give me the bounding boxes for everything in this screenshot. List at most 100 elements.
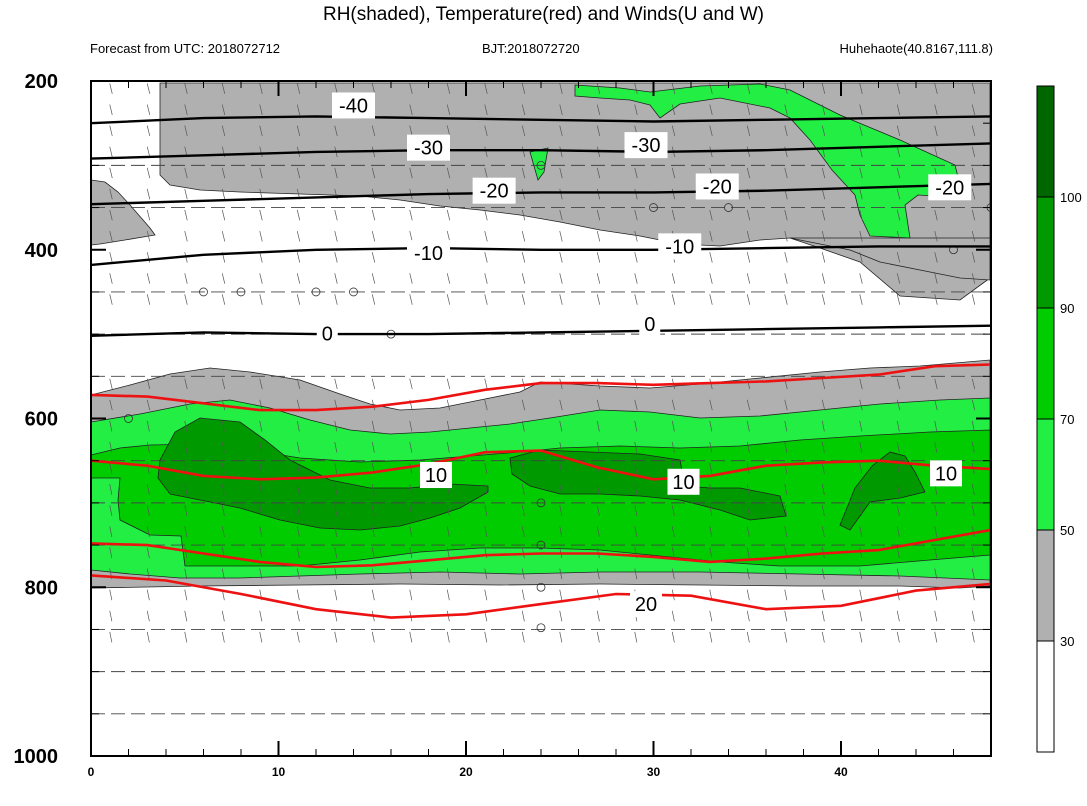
wind-barb (446, 568, 450, 580)
wind-barb (371, 273, 376, 284)
wind-barb (971, 441, 975, 453)
wind-barb (859, 420, 863, 432)
wind-barb (671, 294, 676, 305)
colorbar-box (1036, 85, 1055, 198)
wind-barb (484, 209, 488, 221)
wind-barb (784, 104, 788, 115)
wind-barb (859, 631, 863, 643)
wind-barb (559, 146, 563, 158)
wind-barb (859, 484, 863, 495)
wind-barb (521, 252, 526, 263)
wind-barb (821, 526, 825, 538)
colorbar-box (1036, 529, 1055, 642)
wind-barb (971, 188, 976, 200)
wind-barb (446, 441, 450, 453)
wind-barb (671, 399, 676, 411)
wind-barb (671, 441, 675, 453)
forecast-subtitle: Forecast from UTC: 2018072712 (90, 41, 281, 56)
wind-barb (559, 83, 563, 94)
wind-barb (634, 83, 638, 94)
calm-wind-circle (536, 540, 546, 550)
contour-label: 10 (672, 472, 694, 494)
wind-barb (971, 231, 976, 242)
wind-barb (521, 420, 525, 432)
wind-barb (109, 209, 113, 221)
wind-barb (371, 547, 375, 559)
wind-barb (934, 547, 938, 559)
wind-barb (596, 610, 600, 622)
wind-barb (146, 505, 150, 516)
wind-barb (484, 294, 488, 305)
wind-barb (146, 104, 151, 115)
colorbar-label: 70 (1060, 412, 1074, 427)
contour-label: 0 (322, 323, 333, 345)
wind-barb (521, 526, 525, 538)
contour-label-box (658, 233, 702, 260)
wind-barb (596, 104, 601, 115)
wind-barb (821, 188, 826, 200)
wind-barb (409, 125, 413, 137)
wind-barb (109, 231, 113, 242)
wind-barb (521, 231, 526, 242)
pressure-gridlines (91, 164, 991, 715)
wind-barb (146, 167, 151, 179)
wind-barb (259, 188, 263, 200)
wind-barb (934, 505, 938, 516)
colorbar-label: 50 (1060, 523, 1074, 538)
wind-barb (409, 441, 413, 453)
wind-barb (296, 294, 301, 305)
wind-barb (671, 125, 676, 137)
wind-barb (146, 188, 151, 200)
wind-barb (334, 378, 338, 390)
wind-barb (896, 526, 900, 538)
wind-barb (971, 631, 975, 643)
wind-barb (296, 399, 301, 411)
wind-barb (971, 104, 976, 115)
isotherm-line-15 (91, 528, 991, 569)
wind-barb (146, 83, 151, 94)
wind-barb (859, 441, 863, 453)
wind-barb (971, 125, 976, 137)
wind-barb (521, 294, 526, 305)
wind-barb (446, 231, 451, 242)
wind-barb (446, 378, 451, 390)
isotherm-line-10 (91, 449, 991, 481)
wind-barb (521, 484, 525, 495)
wind-barb (334, 231, 338, 242)
wind-barb (221, 125, 226, 137)
wind-barb (184, 420, 188, 432)
wind-barb (896, 83, 901, 94)
wind-barb (296, 273, 301, 284)
wind-barb (934, 209, 938, 221)
x-tick-label: 40 (834, 765, 848, 779)
wind-barb (184, 484, 188, 495)
wind-barb (971, 252, 976, 263)
wind-barb (746, 484, 750, 495)
calm-wind-circle (124, 414, 133, 423)
wind-barb (259, 526, 263, 538)
wind-barb (296, 209, 301, 221)
wind-barb (971, 146, 976, 158)
wind-barb (221, 231, 226, 242)
wind-barb (334, 463, 338, 474)
bjt-subtitle: BJT:2018072720 (482, 41, 580, 56)
wind-barb (596, 505, 600, 516)
isotherm-line-20 (91, 574, 991, 619)
wind-barb (334, 167, 338, 179)
wind-barb (709, 610, 713, 622)
wind-barb (896, 631, 900, 643)
wind-barb (446, 547, 450, 559)
wind-barb (971, 610, 975, 622)
wind-barb (409, 568, 413, 580)
wind-barb (896, 104, 901, 115)
wind-barb (634, 104, 638, 115)
x-tick-label: 30 (647, 765, 661, 779)
wind-barb (221, 610, 225, 622)
contour-label: -20 (935, 177, 964, 199)
wind-barb (146, 568, 150, 580)
wind-barb (484, 273, 488, 284)
wind-barb (184, 273, 188, 284)
calm-wind-circle (536, 582, 546, 592)
wind-barb (709, 273, 713, 284)
wind-barb (484, 83, 488, 94)
